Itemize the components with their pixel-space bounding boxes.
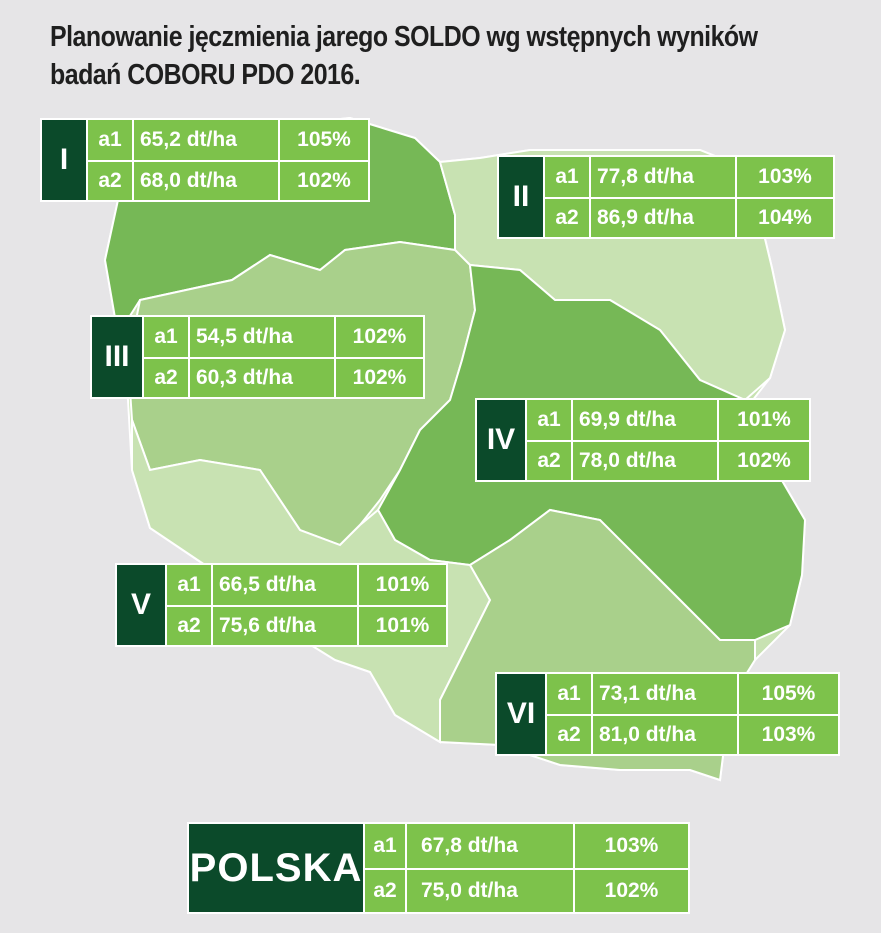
row-percent: 101%: [717, 400, 809, 440]
region-ii-row-a1: a1 77,8 dt/ha 103%: [543, 157, 833, 197]
region-v-box: V a1 66,5 dt/ha 101% a2 75,6 dt/ha 101%: [115, 563, 448, 647]
row-yield: 66,5 dt/ha: [211, 565, 357, 605]
polska-row-a1: a1 67,8 dt/ha 103%: [363, 824, 688, 868]
region-iv-row-a1: a1 69,9 dt/ha 101%: [525, 400, 809, 440]
row-code: a1: [543, 157, 589, 197]
region-iii-row-a2: a2 60,3 dt/ha 102%: [142, 357, 423, 397]
region-iv-box: IV a1 69,9 dt/ha 101% a2 78,0 dt/ha 102%: [475, 398, 811, 482]
region-i-row-a2: a2 68,0 dt/ha 102%: [86, 160, 368, 200]
row-yield: 69,9 dt/ha: [571, 400, 717, 440]
region-iii-row-a1: a1 54,5 dt/ha 102%: [142, 317, 423, 357]
row-code: a2: [543, 197, 589, 237]
row-percent: 102%: [334, 317, 423, 357]
row-code: a1: [142, 317, 188, 357]
region-i-row-a1: a1 65,2 dt/ha 105%: [86, 120, 368, 160]
region-ii-row-a2: a2 86,9 dt/ha 104%: [543, 197, 833, 237]
row-percent: 103%: [737, 714, 838, 754]
region-iii-box: III a1 54,5 dt/ha 102% a2 60,3 dt/ha 102…: [90, 315, 425, 399]
row-code: a1: [545, 674, 591, 714]
row-percent: 103%: [573, 824, 688, 868]
row-yield: 75,6 dt/ha: [211, 605, 357, 645]
row-yield: 75,0 dt/ha: [405, 868, 573, 912]
row-percent: 102%: [573, 868, 688, 912]
polska-summary-box: POLSKA a1 67,8 dt/ha 103% a2 75,0 dt/ha …: [187, 822, 690, 914]
row-percent: 101%: [357, 605, 446, 645]
region-vi-row-a1: a1 73,1 dt/ha 105%: [545, 674, 838, 714]
region-iv-row-a2: a2 78,0 dt/ha 102%: [525, 440, 809, 480]
row-percent: 105%: [737, 674, 838, 714]
row-percent: 104%: [735, 197, 833, 237]
region-iv-label: IV: [477, 400, 525, 480]
row-code: a2: [142, 357, 188, 397]
row-yield: 77,8 dt/ha: [589, 157, 735, 197]
row-code: a1: [525, 400, 571, 440]
region-iii-label: III: [92, 317, 142, 397]
row-yield: 68,0 dt/ha: [132, 160, 278, 200]
row-yield: 81,0 dt/ha: [591, 714, 737, 754]
title-line-1: Planowanie jęczmienia jarego SOLDO wg ws…: [50, 21, 758, 53]
row-code: a2: [86, 160, 132, 200]
row-code: a2: [363, 868, 405, 912]
row-yield: 78,0 dt/ha: [571, 440, 717, 480]
region-vi-label: VI: [497, 674, 545, 754]
row-yield: 73,1 dt/ha: [591, 674, 737, 714]
region-vi-row-a2: a2 81,0 dt/ha 103%: [545, 714, 838, 754]
region-ii-box: II a1 77,8 dt/ha 103% a2 86,9 dt/ha 104%: [497, 155, 835, 239]
row-code: a2: [525, 440, 571, 480]
region-v-label: V: [117, 565, 165, 645]
row-yield: 65,2 dt/ha: [132, 120, 278, 160]
row-yield: 67,8 dt/ha: [405, 824, 573, 868]
row-yield: 60,3 dt/ha: [188, 357, 334, 397]
row-percent: 103%: [735, 157, 833, 197]
row-percent: 105%: [278, 120, 368, 160]
row-code: a1: [165, 565, 211, 605]
row-percent: 101%: [357, 565, 446, 605]
region-ii-label: II: [499, 157, 543, 237]
row-percent: 102%: [334, 357, 423, 397]
title-line-2: badań COBORU PDO 2016.: [50, 59, 361, 91]
row-percent: 102%: [278, 160, 368, 200]
row-code: a2: [165, 605, 211, 645]
polska-label: POLSKA: [189, 824, 363, 912]
map-title: Planowanie jęczmienia jarego SOLDO wg ws…: [50, 18, 758, 94]
region-vi-box: VI a1 73,1 dt/ha 105% a2 81,0 dt/ha 103%: [495, 672, 840, 756]
row-percent: 102%: [717, 440, 809, 480]
polska-row-a2: a2 75,0 dt/ha 102%: [363, 868, 688, 912]
row-yield: 86,9 dt/ha: [589, 197, 735, 237]
region-i-label: I: [42, 120, 86, 200]
region-v-row-a1: a1 66,5 dt/ha 101%: [165, 565, 446, 605]
row-code: a1: [363, 824, 405, 868]
region-v-row-a2: a2 75,6 dt/ha 101%: [165, 605, 446, 645]
region-i-box: I a1 65,2 dt/ha 105% a2 68,0 dt/ha 102%: [40, 118, 370, 202]
row-code: a2: [545, 714, 591, 754]
row-code: a1: [86, 120, 132, 160]
row-yield: 54,5 dt/ha: [188, 317, 334, 357]
